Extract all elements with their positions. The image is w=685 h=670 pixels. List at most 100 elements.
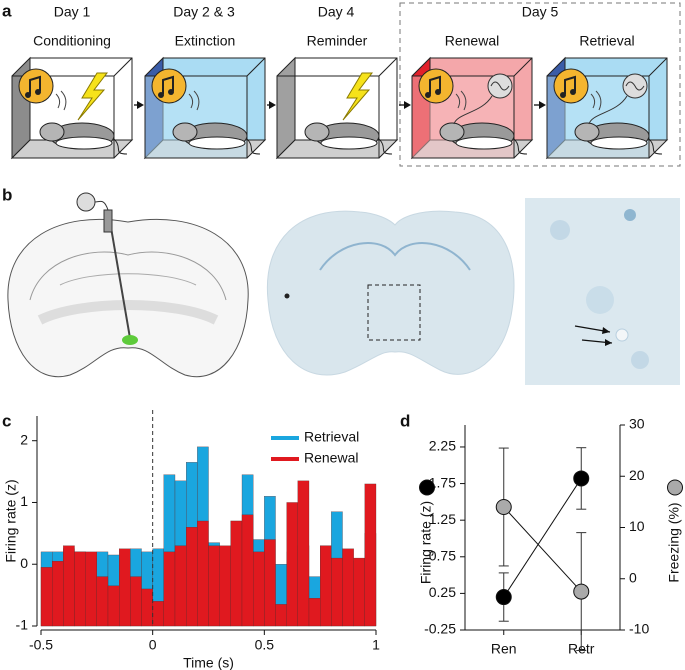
- sound-waves: [455, 90, 467, 111]
- sine-cable: [588, 95, 628, 125]
- panel-label: b: [2, 185, 12, 204]
- note-head: [560, 92, 566, 98]
- mouse-head: [39, 122, 65, 142]
- mouse-belly: [55, 136, 113, 150]
- y-tick-label: 2: [20, 431, 28, 447]
- illustrations: [7, 2, 681, 385]
- y-tick-label: 0.25: [429, 584, 456, 600]
- day-label: Day 1: [54, 4, 91, 20]
- x-tick-label: 0: [149, 637, 157, 653]
- y-tick-label: 1.75: [429, 474, 456, 490]
- bar: [152, 601, 164, 627]
- point: [495, 589, 512, 606]
- zoom-box: [367, 284, 421, 341]
- bar: [297, 480, 310, 627]
- mouse-head: [172, 122, 198, 142]
- bar: [163, 551, 176, 627]
- x-axis-label: Time (s): [183, 655, 234, 670]
- bar: [230, 520, 243, 627]
- bar: [85, 551, 97, 627]
- day-label: Day 2 & 3: [173, 4, 235, 20]
- note-head: [35, 89, 41, 95]
- bar: [342, 548, 354, 627]
- electrode-head: [76, 192, 96, 212]
- lesion-mark: [284, 293, 290, 299]
- bar: [253, 551, 265, 627]
- bar: [130, 576, 142, 627]
- stain-spot: [586, 286, 614, 314]
- arrow-head: [605, 339, 612, 346]
- stain-spot: [550, 220, 570, 240]
- bar: [208, 545, 220, 627]
- bar: [40, 567, 53, 627]
- session-label: Reminder: [307, 33, 368, 49]
- x-tick-label: 1: [372, 637, 380, 653]
- x-tick-label: -0.5: [29, 637, 53, 653]
- y-tick-label: 2.25: [429, 438, 456, 454]
- bar: [219, 545, 231, 627]
- y-axis-label: Firing rate (z): [3, 479, 19, 562]
- bar: [63, 545, 75, 627]
- axis-marker: [419, 479, 435, 496]
- sine-cable: [453, 95, 493, 125]
- bar: [353, 557, 365, 627]
- music-note: [29, 75, 41, 94]
- bar: [74, 551, 86, 627]
- arrow-head: [404, 101, 411, 109]
- brain-section: [266, 210, 515, 376]
- electrode-wire: [94, 200, 109, 211]
- y-tick-label: 1: [20, 493, 28, 509]
- target-region: [122, 335, 138, 345]
- bar: [364, 483, 377, 627]
- box-edge: [648, 57, 668, 77]
- mouse-tail: [245, 137, 261, 155]
- bar: [241, 514, 254, 627]
- session-label: Extinction: [175, 33, 236, 49]
- bar: [107, 585, 120, 627]
- bar: [52, 560, 64, 627]
- bar: [119, 548, 131, 627]
- mouse-tail: [647, 137, 663, 155]
- y2-tick-label: 30: [629, 416, 645, 432]
- day-label: Day 5: [522, 4, 559, 20]
- y2-tick-label: 20: [629, 467, 645, 483]
- speaker: [553, 68, 589, 104]
- brain-structure: [59, 273, 197, 286]
- series-line: [503, 478, 582, 598]
- music-note: [162, 75, 174, 94]
- note-head: [168, 89, 174, 95]
- bar: [320, 545, 332, 627]
- note-head: [158, 92, 164, 98]
- mouse-head: [439, 122, 465, 142]
- mouse-tail: [112, 137, 128, 155]
- box-front: [11, 75, 115, 159]
- music-note: [564, 75, 576, 94]
- sound-waves: [55, 90, 67, 111]
- note-head: [425, 92, 431, 98]
- bar: [286, 502, 298, 627]
- stain-spot: [624, 209, 636, 221]
- session-label: Renewal: [445, 33, 499, 49]
- speaker: [18, 68, 54, 104]
- bar: [275, 604, 287, 627]
- note-head: [25, 92, 31, 98]
- box-edge: [378, 57, 398, 77]
- y-tick-label: -0.25: [424, 621, 456, 637]
- sound-waves: [590, 90, 602, 111]
- mouse-head: [304, 122, 330, 142]
- legend-label: Renewal: [304, 450, 358, 466]
- y2-tick-label: 0: [629, 569, 637, 585]
- y-tick-label: 0.75: [429, 547, 456, 563]
- note-head: [435, 89, 441, 95]
- sine-wave: [625, 81, 645, 91]
- y-tick-label: -1: [16, 617, 29, 633]
- box-edge: [513, 57, 533, 77]
- box-edge: [113, 57, 133, 77]
- bar: [96, 576, 109, 627]
- music-note: [429, 75, 441, 94]
- bar: [174, 545, 187, 627]
- session-label: Retrieval: [579, 33, 634, 49]
- arrow-head: [539, 101, 546, 109]
